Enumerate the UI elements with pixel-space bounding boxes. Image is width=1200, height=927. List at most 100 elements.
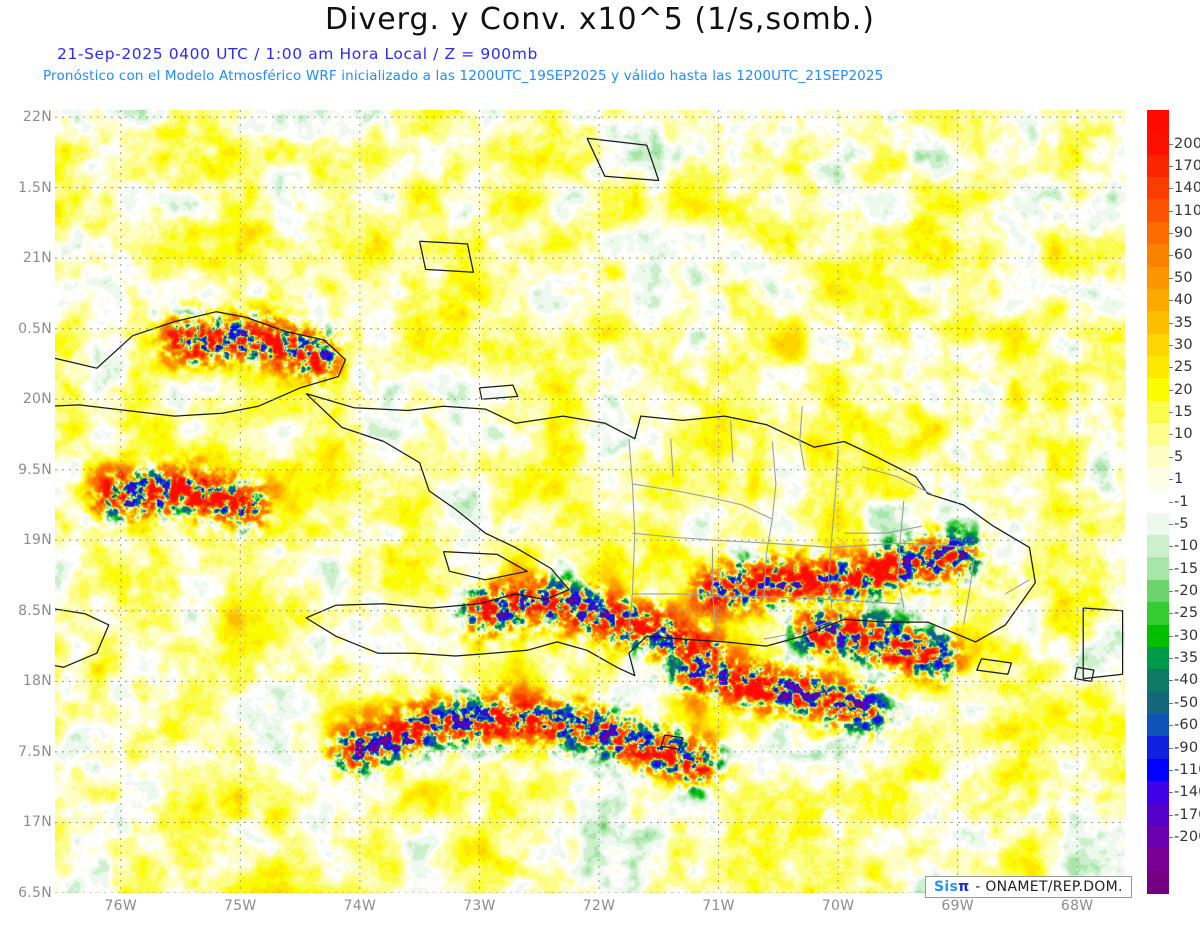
colorbar-tick-mark [1169,501,1173,503]
colorbar-tick-label: -50 [1174,694,1199,711]
brand-prefix-text: Sis [934,879,959,895]
colorbar-tick-label: -90 [1174,739,1199,756]
colorbar-tick-label: 170 [1174,157,1200,174]
colorbar-tick-label: 30 [1174,336,1193,353]
colorbar-tick-label: 200 [1174,135,1200,152]
colorbar-tick-label: -15 [1174,560,1199,577]
colorbar-tick-mark [1169,546,1173,548]
colorbar-tick-label: -10 [1174,538,1199,555]
colorbar-band [1147,154,1169,178]
colorbar-band [1147,356,1169,380]
colorbar-tick-mark [1169,680,1173,682]
colorbar-tick-mark [1169,747,1173,749]
colorbar-tick-label: 25 [1174,359,1193,376]
lon-tick-label: 76W [104,898,138,914]
colorbar-band [1147,736,1169,760]
colorbar-tick-mark [1169,434,1173,436]
colorbar-band [1147,400,1169,424]
colorbar-band [1147,311,1169,335]
colorbar-band [1147,803,1169,827]
colorbar-tick-mark [1169,188,1173,190]
colorbar-band [1147,646,1169,670]
colorbar-tick-label: -25 [1174,605,1199,622]
colorbar-band [1147,378,1169,402]
colorbar-tick-label: -170 [1174,806,1200,823]
colorbar-band [1147,624,1169,648]
colorbar-tick-label: 20 [1174,381,1193,398]
lon-tick-label: 70W [821,898,855,914]
colorbar-tick-mark [1169,479,1173,481]
colorbar-tick-label: -140 [1174,784,1200,801]
lon-tick-label: 68W [1060,898,1094,914]
colorbar-band [1147,132,1169,156]
colorbar-tick-label: 40 [1174,292,1193,309]
colorbar [1147,110,1169,894]
colorbar-tick-label: 140 [1174,180,1200,197]
colorbar-tick-label: -110 [1174,761,1200,778]
lon-tick-label: 73W [463,898,496,914]
colorbar-tick-label: 50 [1174,269,1193,286]
colorbar-tick-mark [1169,210,1173,212]
colorbar-tick-mark [1169,725,1173,727]
lat-tick-label: 1.5N [18,179,52,196]
valid-time-subtitle: 21-Sep-2025 0400 UTC / 1:00 am Hora Loca… [57,45,538,63]
map-plot-area [55,110,1125,893]
colorbar-band [1147,177,1169,201]
colorbar-tick-mark [1169,367,1173,369]
colorbar-tick-mark [1169,568,1173,570]
colorbar-tick-label: -1 [1174,493,1189,510]
colorbar-tick-mark [1169,165,1173,167]
lat-tick-label: 0.5N [18,320,52,337]
colorbar-tick-label: -40 [1174,672,1199,689]
colorbar-tick-label: 110 [1174,202,1200,219]
colorbar-tick-label: 10 [1174,426,1193,443]
divergence-shading-field [55,110,1125,893]
colorbar-tick-mark [1169,412,1173,413]
colorbar-tick-label: -60 [1174,717,1199,734]
lat-tick-label: 7.5N [18,743,52,760]
colorbar-tick-label: -30 [1174,627,1199,644]
colorbar-tick-label: 5 [1174,448,1184,465]
colorbar-band [1147,512,1169,536]
model-run-subtitle: Pronóstico con el Modelo Atmosférico WRF… [43,68,884,84]
brand-symbol-text: π [958,879,970,895]
colorbar-band [1147,333,1169,357]
colorbar-band [1147,557,1169,581]
page-title: Diverg. y Conv. x10^5 (1/s,somb.) [325,2,875,37]
organization-text: - ONAMET/REP.DOM. [975,879,1123,895]
colorbar-band [1147,199,1169,223]
colorbar-tick-mark [1169,389,1173,391]
colorbar-band [1147,825,1169,849]
colorbar-tick-mark [1169,837,1173,839]
colorbar-tick-label: -20 [1174,582,1199,599]
colorbar-tick-mark [1169,233,1173,235]
colorbar-band [1147,758,1169,782]
colorbar-band [1147,244,1169,268]
colorbar-tick-mark [1169,814,1173,816]
colorbar-band [1147,848,1169,872]
colorbar-tick-label: 60 [1174,247,1193,264]
lat-tick-label: 9.5N [18,461,52,478]
colorbar-band [1147,490,1169,514]
lat-tick-label: 20N [22,391,52,408]
colorbar-tick-label: -35 [1174,650,1199,667]
colorbar-band [1147,602,1169,626]
lon-tick-label: 74W [343,898,377,914]
colorbar-band [1147,535,1169,559]
colorbar-tick-mark [1169,658,1173,660]
colorbar-tick-mark [1169,792,1173,794]
colorbar-band [1147,714,1169,737]
lon-tick-label: 72W [582,898,616,914]
colorbar-band [1147,781,1169,805]
colorbar-tick-mark [1169,255,1173,257]
lat-tick-label: 17N [22,814,52,831]
colorbar-band [1147,423,1169,447]
colorbar-tick-mark [1169,344,1173,346]
colorbar-tick-mark [1169,456,1173,458]
colorbar-tick-mark [1169,300,1173,302]
lat-tick-label: 6.5N [18,885,52,901]
lat-tick-label: 8.5N [18,602,52,619]
colorbar-tick-mark [1169,702,1173,704]
colorbar-band [1147,669,1169,693]
